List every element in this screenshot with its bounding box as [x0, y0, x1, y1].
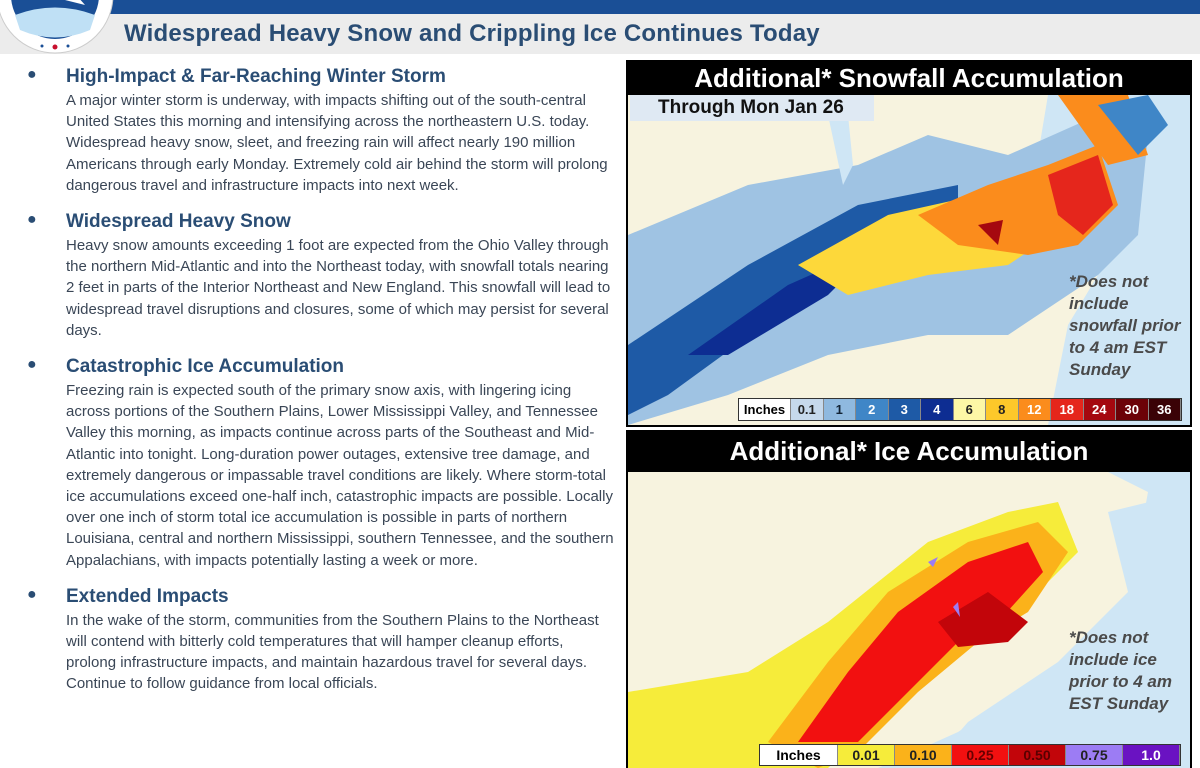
- legend-swatch: 18: [1051, 399, 1084, 420]
- ice-title: Additional* Ice Accumulation: [729, 436, 1089, 466]
- legend-swatch: 0.10: [895, 745, 952, 765]
- snowfall-legend: Inches 0.1 1 2 3 4 6 8 12 18 24 30 36: [738, 398, 1182, 421]
- legend-label: Inches: [739, 399, 791, 420]
- bullet-icon: ●: [27, 585, 37, 603]
- legend-swatch: 24: [1083, 399, 1116, 420]
- ice-map: *Does not include ice prior to 4 am EST …: [628, 472, 1190, 768]
- legend-swatch: 1: [823, 399, 856, 420]
- legend-label: Inches: [760, 745, 838, 765]
- section-heading: Catastrophic Ice Accumulation: [66, 356, 345, 378]
- legend-swatch: 1.0: [1123, 745, 1180, 765]
- section-ice: ● Catastrophic Ice Accumulation Freezing r…: [25, 354, 615, 571]
- snowfall-note: *Does not include snowfall prior to 4 am…: [1069, 272, 1181, 379]
- snowfall-subtitle: Through Mon Jan 26: [630, 95, 874, 121]
- legend-swatch: 6: [953, 399, 986, 420]
- section-body: In the wake of the storm, communities fr…: [66, 611, 599, 693]
- section-snow: ● Widespread Heavy Snow Heavy snow amounts…: [25, 209, 615, 341]
- legend-swatch: 3: [888, 399, 921, 420]
- bullet-icon: ●: [27, 356, 37, 374]
- snowfall-map: Through Mon Jan 26 *Does not include sno…: [628, 95, 1190, 425]
- nws-logo: [0, 0, 114, 54]
- section-body: Freezing rain is expected south of the p…: [66, 382, 614, 569]
- title-band: [0, 14, 1200, 54]
- snowfall-panel: Additional* Snowfall Accumulation Throug…: [626, 60, 1192, 427]
- top-bar: [0, 0, 1200, 14]
- legend-swatch: 0.50: [1009, 745, 1066, 765]
- legend-swatch: 0.01: [838, 745, 895, 765]
- legend-swatch: 0.1: [791, 399, 824, 420]
- legend-swatch: 0.25: [952, 745, 1009, 765]
- ice-legend: Inches 0.01 0.10 0.25 0.50 0.75 1.0: [759, 744, 1181, 766]
- page-title: Widespread Heavy Snow and Crippling Ice …: [124, 20, 820, 47]
- ice-map-graphic: [628, 472, 1190, 768]
- section-heading: High-Impact & Far-Reaching Winter Storm: [66, 66, 446, 87]
- ice-note: *Does not include ice prior to 4 am EST …: [1069, 628, 1172, 713]
- snowfall-title: Additional* Snowfall Accumulation: [694, 63, 1124, 93]
- legend-swatch: 2: [856, 399, 889, 420]
- text-column: ● High-Impact & Far-Reaching Winter Storm…: [25, 64, 615, 708]
- ice-panel: Additional* Ice Accumulation *Does not i…: [626, 430, 1192, 768]
- section-body: Heavy snow amounts exceeding 1 foot are …: [66, 237, 611, 339]
- legend-swatch: 36: [1148, 399, 1181, 420]
- section-heading: Widespread Heavy Snow: [66, 211, 291, 233]
- section-extended: ● Extended Impacts In the wake of the stor…: [25, 584, 615, 695]
- bullet-icon: ●: [27, 211, 37, 229]
- section-heading: Extended Impacts: [66, 585, 229, 607]
- legend-swatch: 4: [921, 399, 954, 420]
- section-storm: ● High-Impact & Far-Reaching Winter Storm…: [25, 64, 615, 196]
- bullet-icon: ●: [27, 66, 37, 83]
- legend-swatch: 8: [986, 399, 1019, 420]
- legend-swatch: 30: [1116, 399, 1149, 420]
- section-body: A major winter storm is underway, with i…: [66, 92, 608, 194]
- snowfall-map-graphic: [628, 95, 1190, 425]
- legend-swatch: 0.75: [1066, 745, 1123, 765]
- legend-swatch: 12: [1018, 399, 1051, 420]
